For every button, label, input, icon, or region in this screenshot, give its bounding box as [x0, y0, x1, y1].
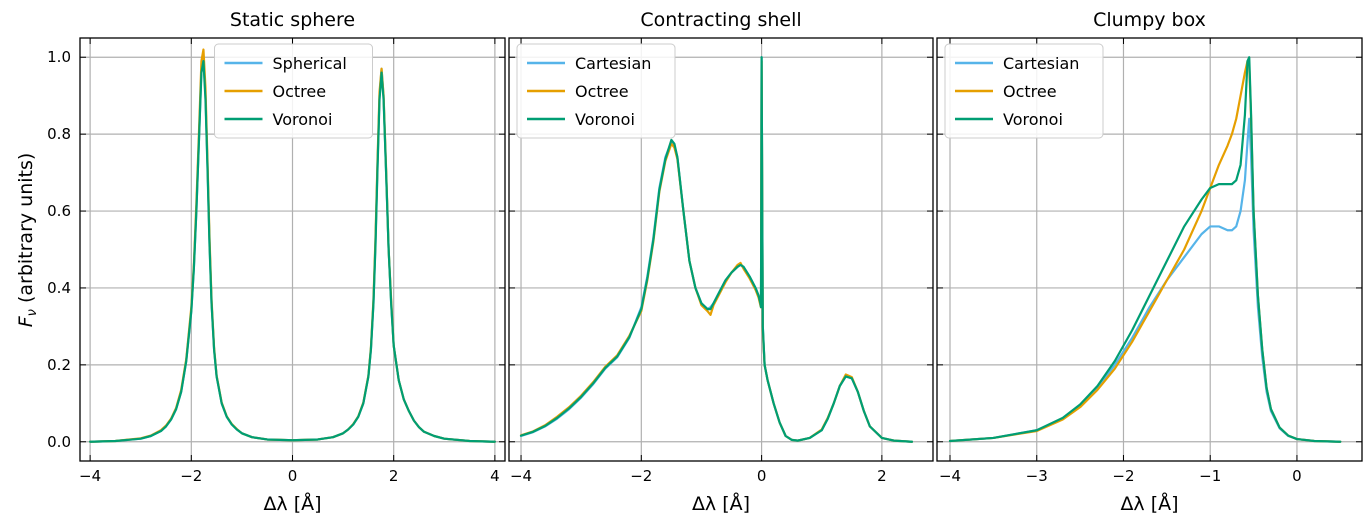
x-tick-label: −4: [510, 467, 532, 485]
series-line-cartesian: [948, 117, 1342, 443]
x-tick-label: 2: [389, 467, 399, 485]
x-axis-label: Δλ [Å]: [263, 492, 321, 515]
panel-title: Static sphere: [230, 9, 355, 31]
series-line-voronoi: [948, 56, 1342, 443]
panel-0: −4 −2 0 2 4 0.0 0.2 0.4 0.6 0.8 1.0 Static sphere Δλ…: [47, 9, 506, 515]
legend: Cartesian Octree Voronoi: [944, 43, 1104, 139]
series-group: [948, 56, 1342, 443]
legend-label: Cartesian: [575, 54, 651, 73]
panel-2: −4 −3 −2 −1 0 Clumpy box Δλ [Å] Cartesian Octree…: [936, 9, 1363, 515]
x-tick-label: −2: [1112, 467, 1134, 485]
y-tick-label: 1.0: [47, 48, 71, 66]
x-tick-label: −1: [1199, 467, 1221, 485]
series-group: [519, 56, 914, 443]
series-line-voronoi: [89, 59, 496, 443]
x-tick-label: 4: [490, 467, 500, 485]
y-axis-label-main: F: [15, 315, 37, 327]
x-tick-label: 0: [288, 467, 298, 485]
panel-title: Clumpy box: [1093, 9, 1206, 31]
x-axis-label: Δλ [Å]: [692, 492, 750, 515]
x-tick-label: −4: [939, 467, 961, 485]
y-tick-label: 0.0: [47, 433, 71, 451]
x-tick-label: −2: [630, 467, 652, 485]
y-tick-label: 0.6: [47, 202, 71, 220]
y-axis-label-rest: (arbitrary units): [15, 153, 37, 309]
legend-label: Voronoi: [273, 110, 333, 129]
x-tick-label: −2: [180, 467, 202, 485]
x-axis-label: Δλ [Å]: [1120, 492, 1178, 515]
legend-label: Octree: [273, 82, 327, 101]
series-group: [89, 48, 496, 443]
legend-label: Voronoi: [1003, 110, 1063, 129]
panels: −4 −2 0 2 4 0.0 0.2 0.4 0.6 0.8 1.0 Static sphere Δλ…: [47, 9, 1363, 515]
legend-box: [944, 43, 1104, 139]
legend-label: Octree: [1003, 82, 1057, 101]
legend-label: Cartesian: [1003, 54, 1079, 73]
axes-frame: [508, 37, 934, 462]
x-tick-label: 0: [757, 467, 767, 485]
legend-label: Spherical: [273, 54, 347, 73]
y-tick-label: 0.8: [47, 125, 71, 143]
legend-label: Voronoi: [575, 110, 635, 129]
axes-frame: [936, 37, 1363, 462]
legend-label: Octree: [575, 82, 629, 101]
series-line-voronoi: [519, 56, 914, 443]
y-tick-label: 0.4: [47, 279, 71, 297]
panel-1: −4 −2 0 2 Contracting shell Δλ [Å] Cartesian Oc…: [508, 9, 934, 515]
legend-box: [516, 43, 676, 139]
x-tick-label: 2: [877, 467, 887, 485]
legend: Cartesian Octree Voronoi: [516, 43, 676, 139]
y-axis-label: Fν (arbitrary units): [15, 153, 40, 328]
legend-box: [214, 43, 373, 139]
x-tick-label: −3: [1026, 467, 1048, 485]
y-tick-label: 0.2: [47, 356, 71, 374]
y-axis-label-sub: ν: [25, 309, 40, 316]
x-tick-label: 0: [1292, 467, 1302, 485]
x-tick-label: −4: [79, 467, 101, 485]
legend: Spherical Octree Voronoi: [214, 43, 373, 139]
panel-title: Contracting shell: [640, 9, 801, 31]
